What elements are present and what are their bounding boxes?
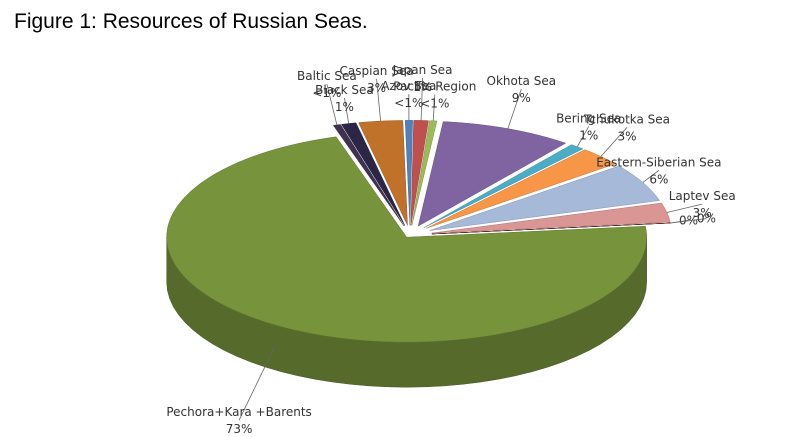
slice-label: Bering Sea (556, 111, 621, 125)
value-label: 3% (367, 81, 386, 95)
value-label: <1% (394, 96, 423, 110)
pie-slice (332, 124, 405, 226)
leader-line (666, 203, 703, 213)
leader-line (432, 94, 436, 121)
chart-title: Figure 1: Resources of Russian Seas. (14, 10, 368, 33)
value-label: 1% (413, 80, 432, 94)
value-label: 1% (335, 100, 354, 114)
leader-line (238, 347, 275, 421)
leader-line (326, 83, 338, 126)
pie-slice (411, 120, 438, 226)
slice-label: Okhota Sea (487, 74, 557, 88)
pie-slice (410, 120, 429, 226)
value-label: 9% (512, 91, 531, 105)
value-label: <1% (420, 97, 449, 111)
leader-line (376, 78, 381, 122)
slice-label: Eastern-Siberian Sea (596, 155, 721, 169)
slice-label: Laptev Sea (669, 189, 736, 203)
leader-line (344, 97, 350, 124)
leader-line (420, 77, 424, 121)
value-label: 3% (693, 206, 712, 220)
slice-label: Pechora+Kara +Barents (166, 405, 311, 419)
slice-label: Black Sea (315, 83, 374, 97)
pie-slice (166, 136, 647, 343)
value-label: 6% (649, 172, 668, 186)
leader-line (576, 126, 590, 147)
pie-group (166, 120, 671, 388)
leader-line (670, 218, 707, 224)
slice-label: Caspian Sea (340, 64, 414, 78)
slice-label: Pacific Region (393, 80, 476, 94)
pie-slice (429, 165, 660, 231)
leader-line (642, 170, 660, 183)
slice-label: Tchukotka Sea (583, 112, 670, 126)
value-label: 0% (679, 213, 698, 227)
value-label: 3% (618, 129, 637, 143)
leader-line (600, 127, 628, 157)
value-label: 1% (579, 128, 598, 142)
slice-label: Japan Sea (392, 63, 453, 77)
pie-slice (423, 144, 584, 228)
leader-line (507, 89, 522, 129)
value-label: 0% (697, 212, 716, 226)
pie-slice (404, 120, 413, 226)
value-label: 73% (226, 422, 253, 436)
pie-slice (341, 122, 406, 226)
slice-label: Baltic Sea (297, 69, 357, 83)
value-label: <1% (312, 86, 341, 100)
pie-slice (417, 121, 567, 227)
